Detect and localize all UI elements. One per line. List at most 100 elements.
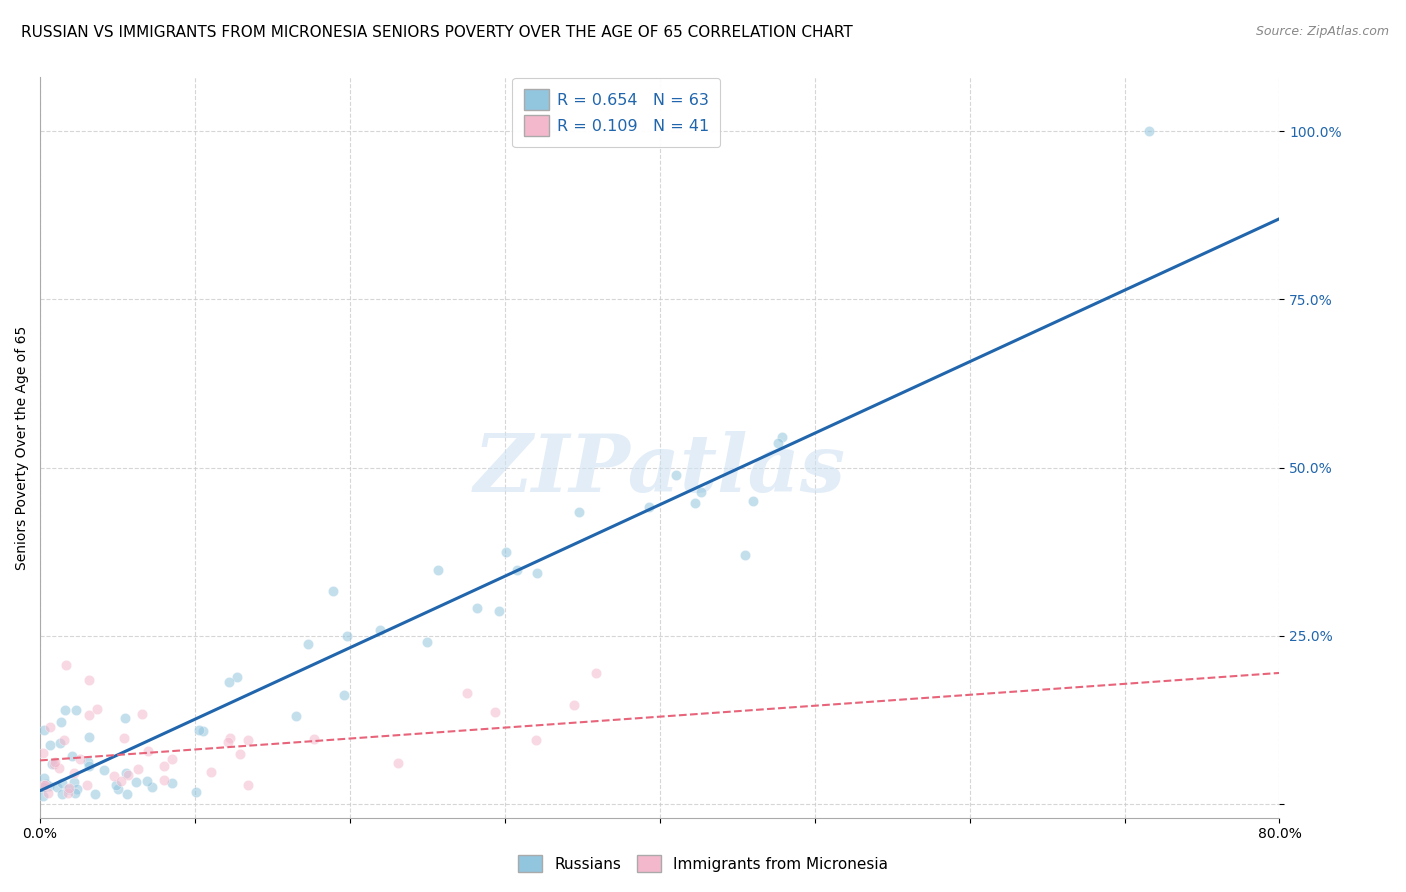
Point [585, 665, 607, 680]
Point [416, 634, 439, 648]
Point [770, 430, 793, 444]
Text: RUSSIAN VS IMMIGRANTS FROM MICRONESIA SENIORS POVERTY OVER THE AGE OF 65 CORRELA: RUSSIAN VS IMMIGRANTS FROM MICRONESIA SE… [21, 25, 853, 40]
Legend: Russians, Immigrants from Micronesia: Russians, Immigrants from Micronesia [510, 847, 896, 880]
Point [84, 787, 107, 801]
Point [302, 732, 325, 747]
Point [488, 604, 510, 618]
Point [141, 780, 163, 795]
Y-axis label: Seniors Poverty Over the Age of 65: Seniors Poverty Over the Age of 65 [15, 326, 30, 570]
Point [665, 467, 688, 482]
Text: Source: ZipAtlas.com: Source: ZipAtlas.com [1256, 25, 1389, 38]
Point [187, 723, 209, 737]
Point [131, 707, 153, 722]
Point [69, 752, 91, 766]
Point [322, 583, 344, 598]
Point [467, 601, 489, 615]
Point [37, 786, 59, 800]
Point [60, 749, 83, 764]
Point [228, 747, 250, 762]
Point [125, 774, 148, 789]
Point [690, 484, 713, 499]
Point [426, 563, 449, 577]
Point [336, 629, 359, 643]
Point [93, 763, 115, 777]
Point [65, 703, 87, 717]
Point [49, 714, 72, 729]
Point [44, 756, 66, 771]
Point [160, 776, 183, 790]
Point [127, 762, 149, 776]
Point [52, 733, 75, 747]
Point [77, 730, 100, 744]
Point [766, 436, 789, 450]
Point [35, 777, 58, 791]
Point [32, 780, 55, 794]
Point [63, 766, 86, 780]
Point [77, 756, 100, 770]
Point [66, 782, 89, 797]
Point [1137, 124, 1160, 138]
Point [34, 779, 56, 793]
Point [110, 773, 132, 788]
Point [63, 786, 86, 800]
Point [495, 544, 517, 558]
Point [46, 780, 69, 795]
Point [32, 780, 55, 794]
Point [562, 698, 585, 712]
Point [505, 563, 527, 577]
Point [48, 761, 70, 775]
Point [53, 703, 76, 717]
Point [333, 689, 356, 703]
Point [56, 782, 79, 797]
Point [568, 505, 591, 519]
Point [114, 711, 136, 725]
Point [484, 706, 506, 720]
Point [86, 702, 108, 716]
Point [112, 731, 135, 745]
Point [115, 766, 138, 780]
Point [284, 709, 307, 723]
Point [741, 494, 763, 508]
Point [136, 774, 159, 789]
Legend: R = 0.654   N = 63, R = 0.109   N = 41: R = 0.654 N = 63, R = 0.109 N = 41 [512, 78, 720, 147]
Point [32, 746, 55, 760]
Point [638, 500, 661, 514]
Point [200, 764, 222, 779]
Point [218, 675, 240, 690]
Point [219, 731, 242, 746]
Point [152, 772, 174, 787]
Point [63, 775, 86, 789]
Point [51, 787, 73, 801]
Point [117, 768, 139, 782]
Point [115, 788, 138, 802]
Point [39, 738, 62, 752]
Point [58, 780, 80, 795]
Point [136, 744, 159, 758]
Text: ZIPatlas: ZIPatlas [474, 431, 846, 508]
Point [77, 673, 100, 687]
Point [184, 785, 207, 799]
Point [51, 775, 73, 789]
Point [297, 637, 319, 651]
Point [44, 756, 66, 770]
Point [32, 723, 55, 738]
Point [191, 724, 214, 739]
Point [685, 496, 707, 510]
Point [236, 733, 259, 747]
Point [32, 778, 55, 792]
Point [77, 707, 100, 722]
Point [152, 758, 174, 772]
Point [734, 549, 756, 563]
Point [387, 756, 409, 770]
Point [526, 566, 548, 581]
Point [456, 685, 478, 699]
Point [56, 786, 79, 800]
Point [49, 736, 72, 750]
Point [34, 772, 56, 786]
Point [217, 735, 239, 749]
Point [236, 778, 259, 792]
Point [160, 751, 183, 765]
Point [76, 778, 98, 792]
Point [38, 779, 60, 793]
Point [103, 769, 125, 783]
